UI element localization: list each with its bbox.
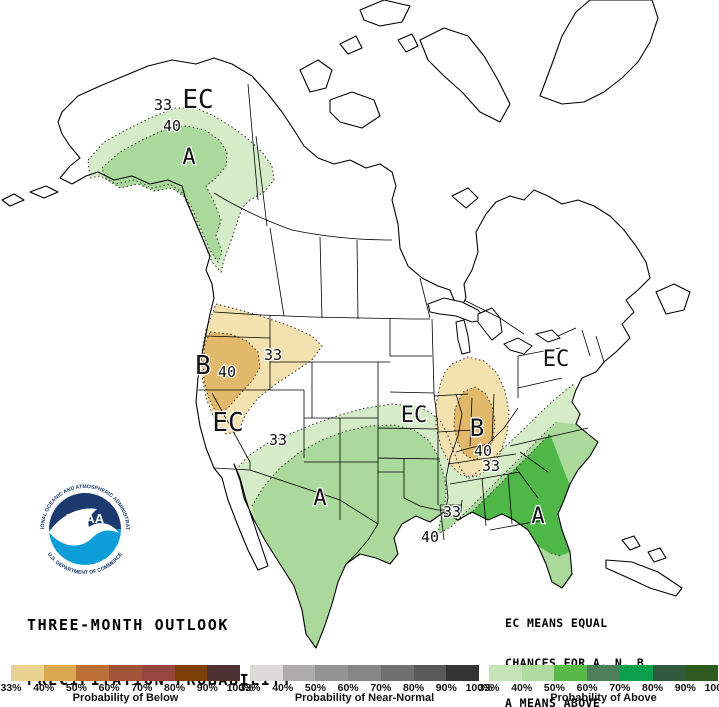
political-borders [198, 83, 605, 565]
colorbar-swatch [380, 665, 414, 681]
colorbar-tick-label: 40% [511, 682, 533, 694]
colorbar-tick-label: 40% [33, 682, 55, 694]
colorbar-tick-label: 100% [226, 682, 254, 694]
colorbar-swatch [207, 665, 241, 681]
title-line-1: THREE-MONTH OUTLOOK [27, 615, 229, 634]
colorbar-tick-label: 50% [304, 682, 326, 694]
colorbar-tick-label: 100% [704, 682, 719, 694]
colorbar-below: 33% 40% 50% 60% 70% 80% 90% 100% Probability of… [0, 665, 253, 707]
colorbar-tick-label: 40% [272, 682, 294, 694]
colorbar-swatch [282, 665, 316, 681]
map-label-33-ohio-valley: 33 [482, 457, 500, 475]
noaa-emblem: NOAA [49, 493, 121, 565]
contour-lines [87, 107, 575, 557]
region-southeast-above-50 [470, 434, 570, 556]
map-label-33-gulf: 33 [443, 503, 461, 521]
legend-line-1: EC MEANS EQUAL [505, 615, 608, 630]
map-label-33-northwest: 33 [264, 346, 282, 364]
noaa-seagull-icon [49, 508, 119, 546]
map-label-33-alaska: 33 [154, 96, 172, 114]
map-label-a-alaska: A [182, 145, 195, 170]
colorbar-swatch [11, 665, 44, 681]
colorbar-tick-label: 60% [337, 682, 359, 694]
colorbar-above-ticks: 33% 40% 50% 60% 70% 80% 90% 100% [478, 681, 719, 694]
colorbar-tick-label: 60% [98, 682, 120, 694]
colorbar-tick-label: 33% [478, 682, 500, 694]
colorbar-near-normal: 33% 40% 50% 60% 70% 80% 90% 100% Probability of… [239, 665, 492, 707]
colorbar-swatch [521, 665, 555, 681]
region-ohio-below-40 [454, 387, 495, 460]
map-label-a-south: A [313, 486, 326, 511]
colorbar-swatch [619, 665, 653, 681]
colorbar-above-caption: Probability of Above [550, 692, 657, 704]
colorbar-swatch [446, 665, 480, 681]
legend-line-3: A MEANS ABOVE [505, 696, 601, 707]
colorbar-swatch [174, 665, 208, 681]
lake-erie [503, 337, 533, 355]
colorbar-tick-label: 50% [65, 682, 87, 694]
colorbar-tick-label: 90% [435, 682, 457, 694]
noaa-acronym: NOAA [66, 511, 105, 526]
legend-key-block: EC MEANS EQUAL CHANCES FOR A, N, B A MEA… [505, 590, 644, 707]
colorbar-swatch [413, 665, 447, 681]
map-label-40-northwest: 40 [218, 363, 236, 381]
map-label-ec-northeast: EC [543, 347, 570, 372]
map-label-a-southeast: A [531, 504, 544, 529]
colorbar-tick-label: 90% [196, 682, 218, 694]
map-label-40-alaska: 40 [163, 117, 181, 135]
great-lakes [427, 297, 561, 355]
map-label-ec-alaska: EC [182, 85, 213, 115]
noaa-logo: NATIONAL OCEANIC AND ATMOSPHERIC ADMINIS… [0, 0, 135, 579]
region-northwest-below-40 [203, 332, 260, 414]
colorbar-near-normal-ticks: 33% 40% 50% 60% 70% 80% 90% 100% [239, 681, 492, 694]
region-fills [88, 108, 598, 648]
colorbar-swatch [141, 665, 175, 681]
colorbar-tick-label: 70% [370, 682, 392, 694]
colorbar-swatch [685, 665, 719, 681]
colorbar-tick-label: 80% [164, 682, 186, 694]
map-label-b-northwest: B [195, 351, 211, 381]
noaa-ring-top-text: NATIONAL OCEANIC AND ATMOSPHERIC ADMINIS… [0, 0, 130, 531]
colorbar-tick-label: 100% [465, 682, 493, 694]
colorbar-tick-label: 60% [576, 682, 598, 694]
colorbar-swatch [315, 665, 349, 681]
colorbar-near-normal-swatches [250, 665, 480, 681]
colorbar-above-swatches [489, 665, 719, 681]
colorbar-swatch [250, 665, 283, 681]
colorbar-tick-label: 33% [239, 682, 261, 694]
colorbar-tick-label: 70% [609, 682, 631, 694]
colorbar-tick-label: 33% [0, 682, 22, 694]
lake-michigan [455, 319, 471, 355]
colorbar-below-swatches [11, 665, 241, 681]
colorbar-tick-label: 80% [403, 682, 425, 694]
colorbar-below-caption: Probability of Below [72, 692, 179, 704]
region-alaska-above-40 [102, 126, 227, 262]
colorbar-swatch [652, 665, 686, 681]
lake-ontario [534, 329, 561, 343]
colorbar-above: 33% 40% 50% 60% 70% 80% 90% 100% Probability of… [478, 665, 719, 707]
colorbar-swatch [348, 665, 381, 681]
north-america-coastline [1, 0, 691, 649]
map-label-b-ohio-valley: B [470, 414, 484, 442]
colorbar-below-ticks: 33% 40% 50% 60% 70% 80% 90% 100% [0, 681, 253, 694]
map-label-33-southwest: 33 [269, 431, 287, 449]
colorbar-swatch [554, 665, 588, 681]
colorbar-swatch [76, 665, 110, 681]
colorbar-swatch [109, 665, 142, 681]
colorbar-tick-label: 80% [642, 682, 664, 694]
colorbar-swatch [43, 665, 77, 681]
map-label-40-ohio-valley: 40 [474, 442, 492, 460]
map-label-40-gulf: 40 [421, 528, 439, 546]
map-label-ec-central: EC [401, 403, 428, 428]
colorbar-tick-label: 90% [674, 682, 696, 694]
colorbar-tick-label: 50% [543, 682, 565, 694]
lake-superior [427, 297, 487, 323]
colorbar-tick-label: 70% [131, 682, 153, 694]
colorbar-swatch [489, 665, 522, 681]
colorbar-swatch [587, 665, 620, 681]
colorbar-near-normal-caption: Probability of Near-Normal [294, 692, 435, 704]
map-label-ec-west: EC [212, 408, 243, 438]
